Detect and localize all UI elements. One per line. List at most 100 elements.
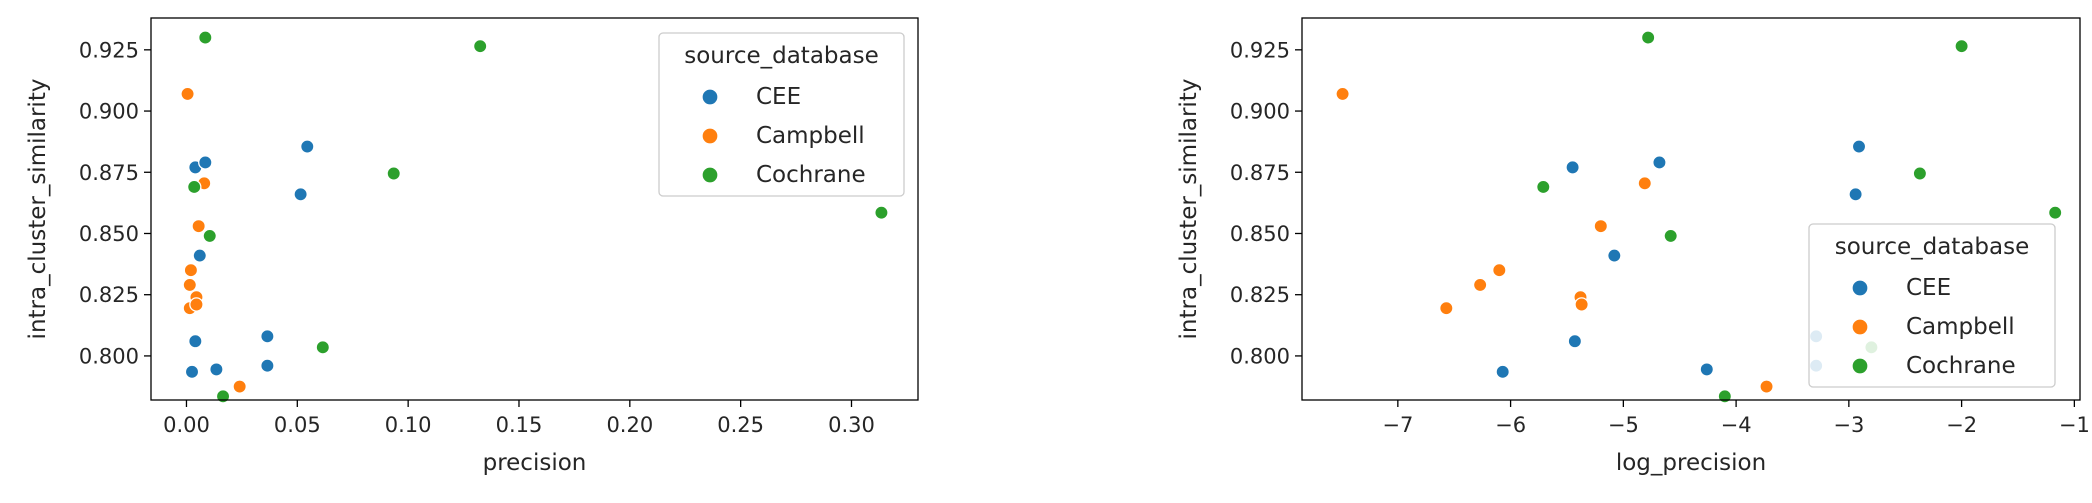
legend: source_database CEE Campbell Cochrane <box>658 32 905 197</box>
y-axis-label: intra_cluster_similarity <box>1176 79 1202 340</box>
legend-box <box>658 32 905 197</box>
series-campbell <box>180 86 247 394</box>
data-point-cee <box>300 139 315 154</box>
y-axis-label: intra_cluster_similarity <box>25 79 51 340</box>
legend-label-cee: CEE <box>1906 275 1951 301</box>
plot-frame <box>1301 17 2081 401</box>
data-point-cee <box>1848 187 1863 202</box>
data-point-cochrane <box>186 179 202 195</box>
data-point-cochrane <box>198 30 213 45</box>
data-point-cochrane <box>202 228 217 244</box>
legend-label-cee: CEE <box>756 84 801 110</box>
data-point-cee <box>1851 139 1867 154</box>
data-point-campbell <box>1574 297 1589 312</box>
legend-label-cochrane: Cochrane <box>1906 353 2016 379</box>
series-cochrane <box>186 30 889 404</box>
data-point-cee <box>260 329 275 344</box>
y-tick-label: 0.800 <box>1230 344 1290 368</box>
data-point-cochrane <box>1954 38 1969 54</box>
x-tick-label: 0.00 <box>163 413 210 437</box>
data-point-campbell <box>1492 262 1507 278</box>
x-tick-label: −7 <box>1382 413 1413 437</box>
legend: source_database CEE Campbell Cochrane <box>1808 223 2056 388</box>
legend-marker-cochrane <box>1851 357 1869 375</box>
data-point-cee <box>184 364 200 380</box>
data-point-cee <box>188 333 203 349</box>
y-tick-label: 0.800 <box>79 344 139 368</box>
x-tick-label: −3 <box>1833 413 1864 437</box>
data-point-cochrane <box>1717 389 1733 404</box>
data-point-cochrane <box>215 389 231 404</box>
legend-label-campbell: Campbell <box>756 123 865 149</box>
x-tick-label: 0.25 <box>717 413 764 437</box>
y-tick-label: 0.850 <box>1230 222 1290 246</box>
data-point-cochrane <box>874 205 889 220</box>
legend-title: source_database <box>684 43 879 69</box>
data-point-campbell <box>1472 277 1488 293</box>
data-point-campbell <box>182 277 198 293</box>
y-tick-label: 0.825 <box>79 283 139 307</box>
legend-marker-cee <box>701 88 719 106</box>
data-point-campbell <box>1335 86 1350 102</box>
y-tick-label: 0.900 <box>79 100 139 124</box>
data-point-campbell <box>180 86 195 102</box>
x-tick-label: 0.30 <box>828 413 875 437</box>
series-campbell <box>1335 86 1774 394</box>
data-point-cee <box>1495 364 1510 380</box>
x-tick-label: −4 <box>1721 413 1752 437</box>
legend-marker-cochrane <box>701 166 719 184</box>
data-point-cee <box>1565 160 1580 175</box>
x-tick-label: 0.20 <box>606 413 653 437</box>
data-point-campbell <box>1759 379 1774 394</box>
data-point-campbell <box>232 379 247 394</box>
x-tick-label: 0.15 <box>496 413 543 437</box>
plot-frame <box>150 17 919 401</box>
legend-label-cochrane: Cochrane <box>756 162 866 188</box>
data-point-cochrane <box>472 38 488 54</box>
y-tick-label: 0.875 <box>79 161 139 185</box>
y-tick-label: 0.875 <box>1230 161 1290 185</box>
x-tick-label: 0.10 <box>385 413 432 437</box>
legend-marker-campbell <box>1851 318 1869 336</box>
data-point-campbell <box>183 262 199 278</box>
legend-box <box>1808 223 2056 388</box>
data-point-cochrane <box>1640 30 1656 45</box>
data-point-cochrane <box>1912 166 1928 181</box>
data-point-cee <box>192 248 208 263</box>
data-point-cee <box>1567 333 1583 349</box>
legend-title: source_database <box>1835 234 2030 260</box>
data-point-cochrane <box>386 166 401 181</box>
data-point-cee <box>260 358 275 373</box>
data-point-cee <box>209 362 224 377</box>
chart-precision: 0.00 0.05 0.10 0.15 0.20 0.25 0.30 0.800 0.825 0.… <box>25 17 919 476</box>
y-tick-label: 0.850 <box>79 222 139 246</box>
y-tick-label: 0.900 <box>1230 100 1290 124</box>
x-tick-label: −1 <box>2059 413 2090 437</box>
y-tick-label: 0.825 <box>1230 283 1290 307</box>
data-point-campbell <box>1593 218 1609 234</box>
legend-label-campbell: Campbell <box>1906 314 2015 340</box>
data-point-campbell <box>1637 176 1653 191</box>
x-tick-label: 0.05 <box>274 413 321 437</box>
data-point-cochrane <box>315 340 331 355</box>
x-axis-label: precision <box>483 450 587 476</box>
y-tick-label: 0.925 <box>79 38 139 62</box>
data-point-cochrane <box>2047 205 2063 220</box>
legend-marker-campbell <box>701 127 719 145</box>
data-point-cee <box>1652 155 1667 170</box>
data-point-cee <box>198 155 213 170</box>
x-tick-label: −2 <box>1946 413 1977 437</box>
series-cee <box>184 139 315 380</box>
x-tick-label: −5 <box>1608 413 1639 437</box>
chart-log-precision: −7 −6 −5 −4 −3 −2 −1 0.800 0.825 0.850 0.875 0.900 0… <box>1176 17 2090 476</box>
data-point-cochrane <box>1663 228 1678 244</box>
data-point-cee <box>293 187 308 202</box>
data-point-campbell <box>191 218 206 234</box>
x-tick-label: −6 <box>1495 413 1526 437</box>
x-axis-label: log_precision <box>1616 450 1766 476</box>
data-point-campbell <box>1439 300 1454 316</box>
data-point-cee <box>1699 362 1715 377</box>
data-point-campbell <box>189 297 204 312</box>
data-point-cochrane <box>1536 179 1551 195</box>
